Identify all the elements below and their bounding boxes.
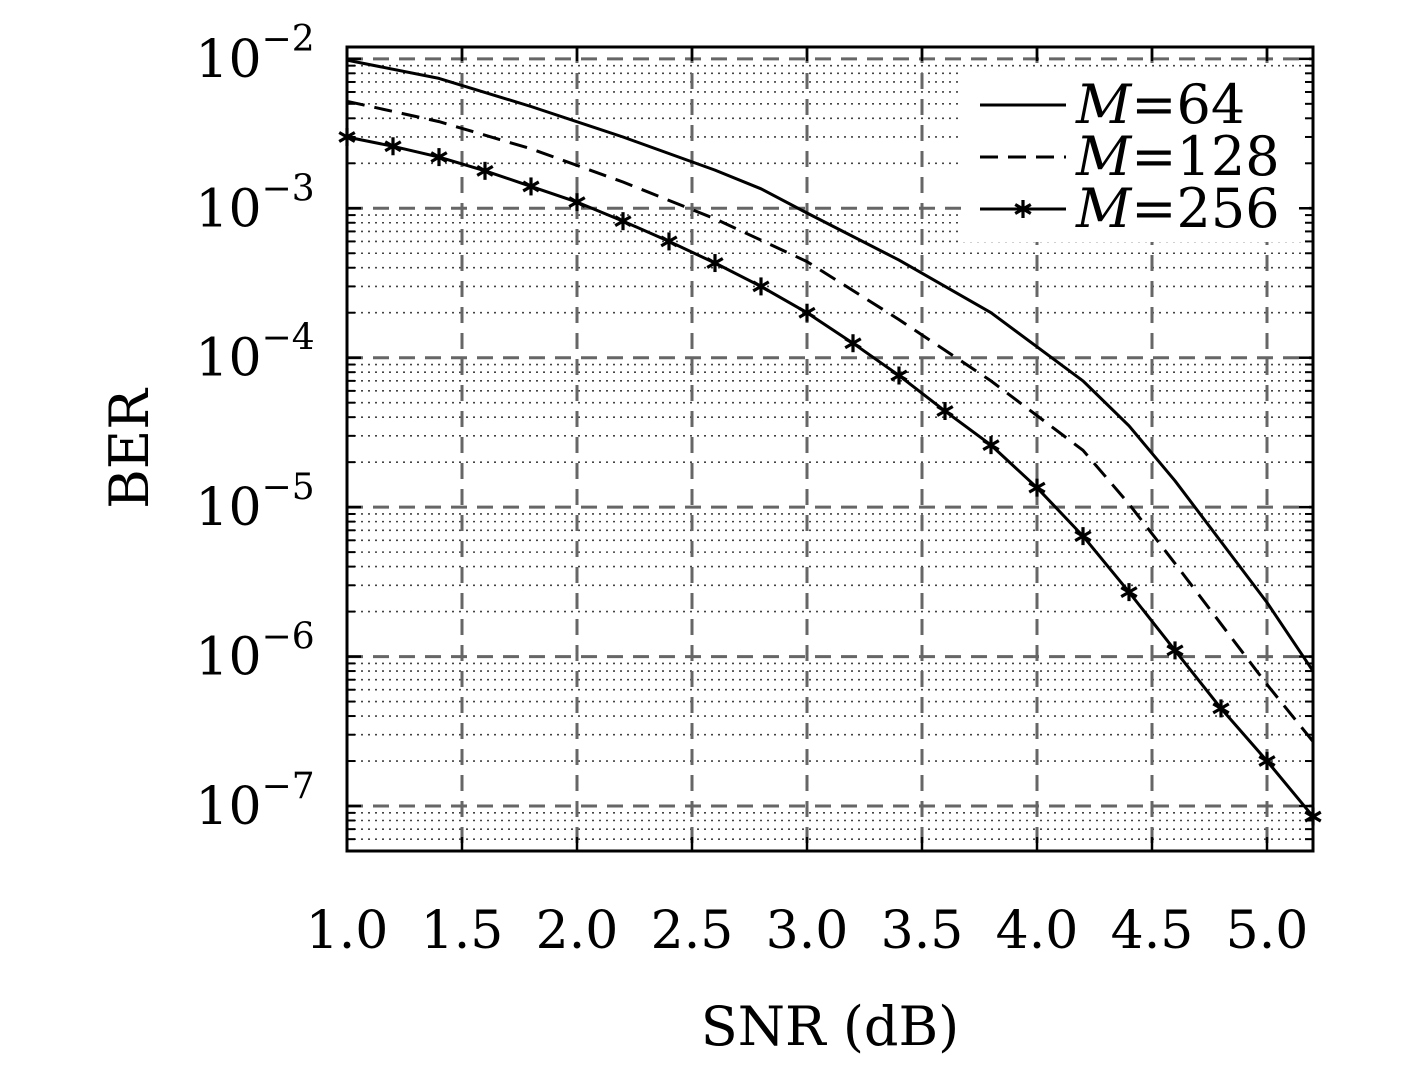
series-3-marker: [660, 232, 678, 251]
y-axis-title: BER: [98, 388, 161, 509]
series-3-marker: [890, 366, 908, 385]
y-tick-label: 10−6: [195, 617, 314, 688]
series-3-marker: [522, 177, 540, 196]
y-tick-label: 10−7: [195, 766, 314, 837]
series-3-marker: [982, 436, 1000, 455]
x-tick-label: 2.5: [651, 901, 734, 961]
legend-label-2: M=128: [1075, 125, 1280, 188]
x-tick-label: 1.5: [421, 901, 504, 961]
series-3-marker: [476, 161, 494, 180]
legend-marker-3: [1014, 200, 1032, 218]
x-tick-label: 5.0: [1226, 901, 1309, 961]
x-tick-label: 4.5: [1111, 901, 1194, 961]
series-3-marker: [1028, 478, 1046, 497]
y-tick-label: 10−3: [195, 168, 314, 239]
legend-entry-3: M=256: [980, 177, 1280, 240]
series-3-marker: [1166, 641, 1184, 660]
legend-label-3: M=256: [1075, 177, 1280, 240]
series-3-marker: [798, 303, 816, 322]
series-line-3: [346, 135, 1315, 818]
series-3-marker: [706, 254, 724, 273]
series-3-marker: [1212, 699, 1230, 718]
x-tick-label: 2.0: [536, 901, 619, 961]
x-axis-title: SNR (dB): [701, 995, 959, 1058]
series-3-marker: [1120, 583, 1138, 602]
series-line-2: [346, 99, 1315, 743]
x-tick-label: 3.5: [881, 901, 964, 961]
series-3-marker: [614, 212, 632, 231]
y-tick-label: 10−4: [195, 318, 314, 389]
y-tick-label: 10−2: [195, 19, 314, 90]
series-3-marker: [844, 334, 862, 353]
series-3-marker: [568, 193, 586, 212]
legend-entry-1: M=64: [980, 73, 1245, 136]
tick-layer: 10−2 10−3 10−4 10−5 10−6 10−7 1.0 1.5 2.0 2.5 3.0 3…: [195, 19, 1313, 961]
x-tick-label: 1.0: [306, 901, 389, 961]
x-tick-label: 3.0: [766, 901, 849, 961]
series-3-marker: [430, 148, 448, 167]
y-tick-label: 10−5: [195, 467, 314, 538]
series-line-1: [346, 58, 1315, 672]
legend-entry-2: M=128: [980, 125, 1280, 188]
plot-frame: [345, 45, 1315, 853]
x-tick-label: 4.0: [996, 901, 1079, 961]
series-3-marker: [384, 137, 402, 156]
legend-label-1: M=64: [1075, 73, 1245, 136]
series-3-marker: [752, 277, 770, 296]
series-3-marker: [936, 401, 954, 420]
series-3-marker: [1258, 752, 1276, 771]
series-3-marker: [1074, 527, 1092, 546]
